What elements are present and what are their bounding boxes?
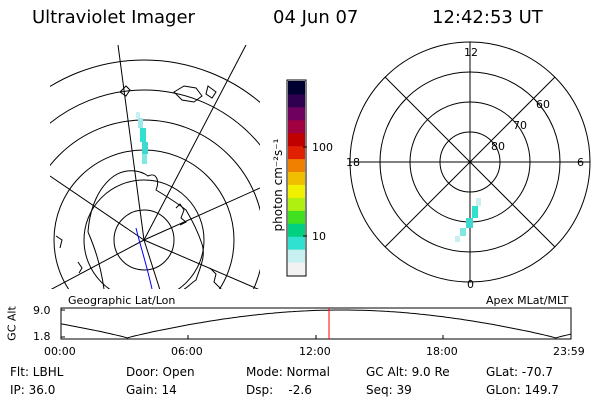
aurora-emission xyxy=(136,112,148,164)
lat-circle-5 xyxy=(50,89,260,146)
info-filter: Flt: LBHL xyxy=(10,365,64,379)
colorbar-band xyxy=(288,158,305,173)
colorbar-band xyxy=(288,262,305,276)
geographic-map xyxy=(50,44,260,289)
colorbar-label-100: 100 xyxy=(312,141,333,154)
date-label: 04 Jun 07 xyxy=(273,7,359,28)
lat-circle-4 xyxy=(50,119,260,289)
altitude-curve xyxy=(60,309,572,339)
apex-caption: Apex MLat/MLT xyxy=(486,294,569,307)
colorbar xyxy=(286,79,307,277)
info-dsp: Dsp: -2.6 xyxy=(246,383,312,397)
mlt-line-diag-2 xyxy=(384,76,556,248)
mlt-label-18: 18 xyxy=(346,156,360,169)
colorbar-band xyxy=(288,145,305,160)
lon-line-1 xyxy=(143,44,247,241)
info-gain: Gain: 14 xyxy=(126,383,177,397)
lon-line-4 xyxy=(143,187,260,241)
lat-circle-2 xyxy=(83,179,205,289)
satellite-track xyxy=(135,227,153,289)
info-ip: IP: 36.0 xyxy=(10,383,56,397)
mlt-label-6: 6 xyxy=(577,156,584,169)
altitude-tick-low: 1.8 xyxy=(33,330,51,343)
lon-line-7 xyxy=(143,239,161,289)
colorbar-band xyxy=(288,119,305,134)
colorbar-band xyxy=(288,171,305,185)
colorbar-band xyxy=(288,184,305,198)
colorbar-label-10: 10 xyxy=(312,230,326,243)
colorbar-band xyxy=(288,81,305,95)
mlat-label-80: 80 xyxy=(491,140,505,153)
altitude-frame xyxy=(60,307,572,340)
xtick-label-2359: 23:59 xyxy=(553,345,585,358)
altitude-tick-high: 9.0 xyxy=(33,304,51,317)
mlat-label-60: 60 xyxy=(536,98,550,111)
xtick-label-0000: 00:00 xyxy=(44,345,76,358)
mlt-label-12: 12 xyxy=(464,46,478,59)
xtick-label-1200: 12:00 xyxy=(299,345,331,358)
colorbar-band xyxy=(288,106,305,121)
lat-circle-6 xyxy=(50,59,260,104)
mlat-label-70: 70 xyxy=(513,119,527,132)
altitude-ylabel: GC Alt xyxy=(5,306,19,341)
mlt-label-0: 0 xyxy=(467,278,474,291)
colorbar-frame xyxy=(286,79,307,277)
time-label: 12:42:53 UT xyxy=(432,7,543,28)
lon-line-2 xyxy=(117,44,145,241)
colorbar-band xyxy=(288,210,305,224)
polar-aurora xyxy=(455,198,481,242)
lon-line-5 xyxy=(50,239,145,289)
lat-circle-1 xyxy=(113,209,175,271)
lon-line-6 xyxy=(143,239,259,289)
info-seq: Seq: 39 xyxy=(366,383,412,397)
colorbar-band xyxy=(288,236,305,250)
geographic-caption: Geographic Lat/Lon xyxy=(68,294,176,307)
coastlines xyxy=(55,85,222,289)
lon-line-3 xyxy=(50,175,145,241)
xtick-label-1800: 18:00 xyxy=(426,345,458,358)
xtick-label-0600: 06:00 xyxy=(171,345,203,358)
altitude-plot xyxy=(60,307,572,340)
colorbar-unit-label: photon cm⁻²s⁻¹ xyxy=(271,138,285,232)
colorbar-band xyxy=(288,93,305,108)
info-gc-alt: GC Alt: 9.0 Re xyxy=(366,365,450,379)
instrument-title: Ultraviolet Imager xyxy=(32,7,195,28)
colorbar-band xyxy=(288,132,305,147)
magnetic-polar-plot xyxy=(349,41,591,283)
info-glon: GLon: 149.7 xyxy=(486,383,559,397)
colorbar-band xyxy=(288,223,305,237)
info-mode: Mode: Normal xyxy=(246,365,330,379)
colorbar-band xyxy=(288,197,305,211)
colorbar-band xyxy=(288,249,305,263)
info-glat: GLat: -70.7 xyxy=(486,365,553,379)
info-door: Door: Open xyxy=(126,365,195,379)
